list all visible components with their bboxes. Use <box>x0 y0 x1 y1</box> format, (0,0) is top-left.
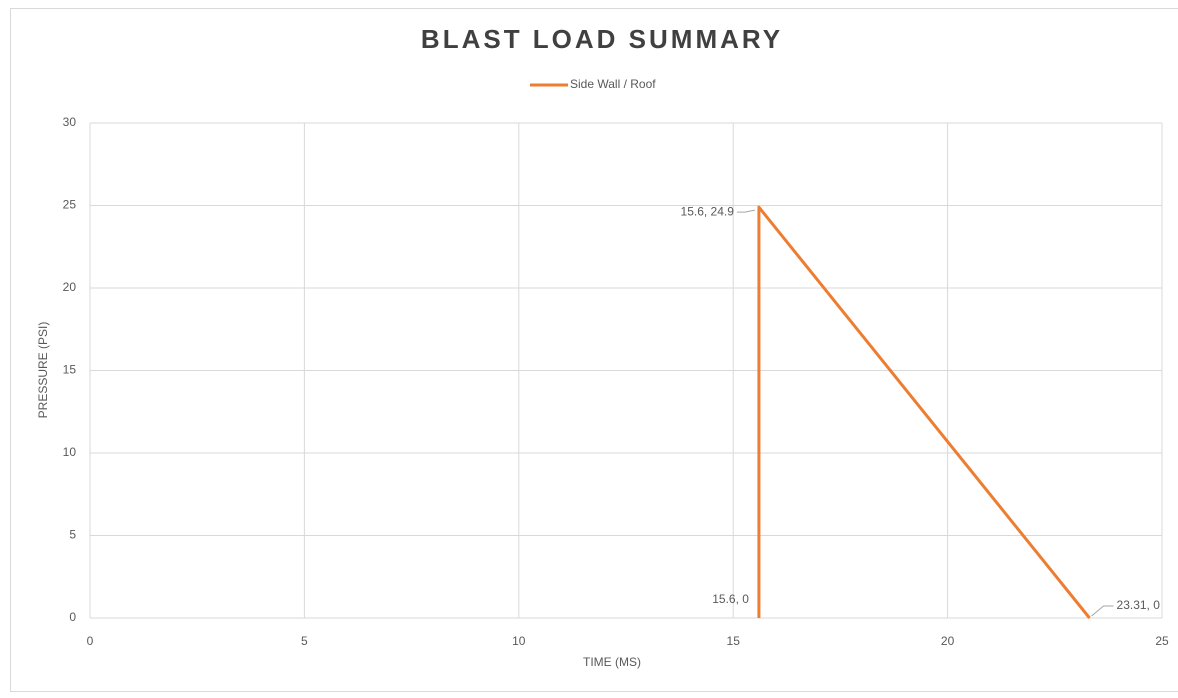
y-tick-label: 15 <box>63 363 77 377</box>
x-tick-label: 20 <box>941 634 955 648</box>
x-tick-label: 25 <box>1155 634 1169 648</box>
x-tick-label: 15 <box>727 634 741 648</box>
y-tick-label: 30 <box>63 115 77 129</box>
y-tick-label: 5 <box>69 528 76 542</box>
legend-label: Side Wall / Roof <box>570 77 656 91</box>
y-tick-label: 0 <box>69 610 76 624</box>
y-tick-label: 10 <box>63 445 77 459</box>
data-label: 23.31, 0 <box>1117 598 1161 612</box>
x-tick-label: 10 <box>512 634 526 648</box>
y-axis-label: PRESSURE (PSI) <box>36 322 50 419</box>
x-tick-label: 5 <box>301 634 308 648</box>
x-axis-label: TIME (MS) <box>583 655 641 669</box>
chart-title: BLAST LOAD SUMMARY <box>421 24 783 54</box>
x-tick-label: 0 <box>87 634 94 648</box>
data-label: 15.6, 0 <box>712 592 749 606</box>
data-label: 15.6, 24.9 <box>681 204 735 218</box>
y-tick-label: 25 <box>63 198 77 212</box>
chart-border <box>11 9 1178 692</box>
y-tick-label: 20 <box>63 280 77 294</box>
